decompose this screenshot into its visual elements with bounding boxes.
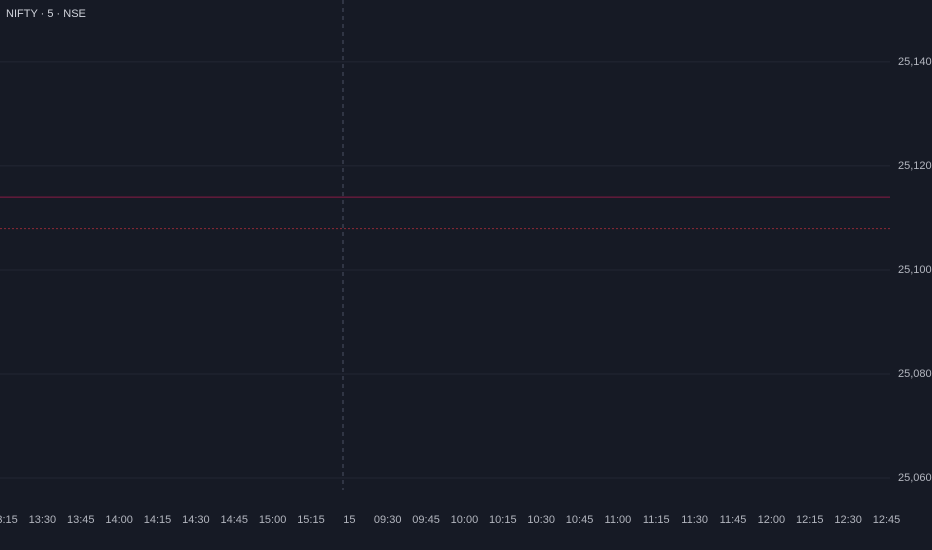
x-tick-label: 12:15 [796, 514, 824, 526]
x-tick-label: 11:00 [605, 514, 632, 526]
x-tick-label: 12:45 [873, 514, 901, 526]
x-tick-label: 10:00 [451, 514, 479, 526]
x-tick-label: 11:45 [720, 514, 747, 526]
x-tick-label: 10:30 [527, 514, 555, 526]
symbol-title: NIFTY · 5 · NSE [6, 8, 86, 20]
x-tick-label: 11:15 [643, 514, 670, 526]
x-tick-label: 09:30 [374, 514, 402, 526]
x-tick-label: 11:30 [681, 514, 708, 526]
x-tick-label: 14:00 [105, 514, 133, 526]
x-tick-label: 14:15 [144, 514, 172, 526]
x-tick-label: 12:00 [758, 514, 786, 526]
y-tick-label: 25,100.00 [898, 264, 932, 276]
x-tick-label: 13:30 [29, 514, 57, 526]
x-tick-label: 15 [343, 514, 355, 526]
y-tick-label: 25,140.00 [898, 56, 932, 68]
y-tick-label: 25,080.00 [898, 368, 932, 380]
x-tick-label: 13:15 [0, 514, 18, 526]
y-tick-label: 25,120.00 [898, 160, 932, 172]
x-tick-label: 15:15 [297, 514, 325, 526]
x-tick-label: 12:30 [834, 514, 862, 526]
x-tick-label: 13:45 [67, 514, 95, 526]
x-tick-label: 09:45 [412, 514, 440, 526]
x-tick-label: 10:45 [566, 514, 594, 526]
x-tick-label: 10:15 [489, 514, 517, 526]
x-tick-label: 15:00 [259, 514, 287, 526]
x-tick-label: 14:30 [182, 514, 210, 526]
y-tick-label: 25,060.00 [898, 472, 932, 484]
x-tick-label: 14:45 [220, 514, 248, 526]
